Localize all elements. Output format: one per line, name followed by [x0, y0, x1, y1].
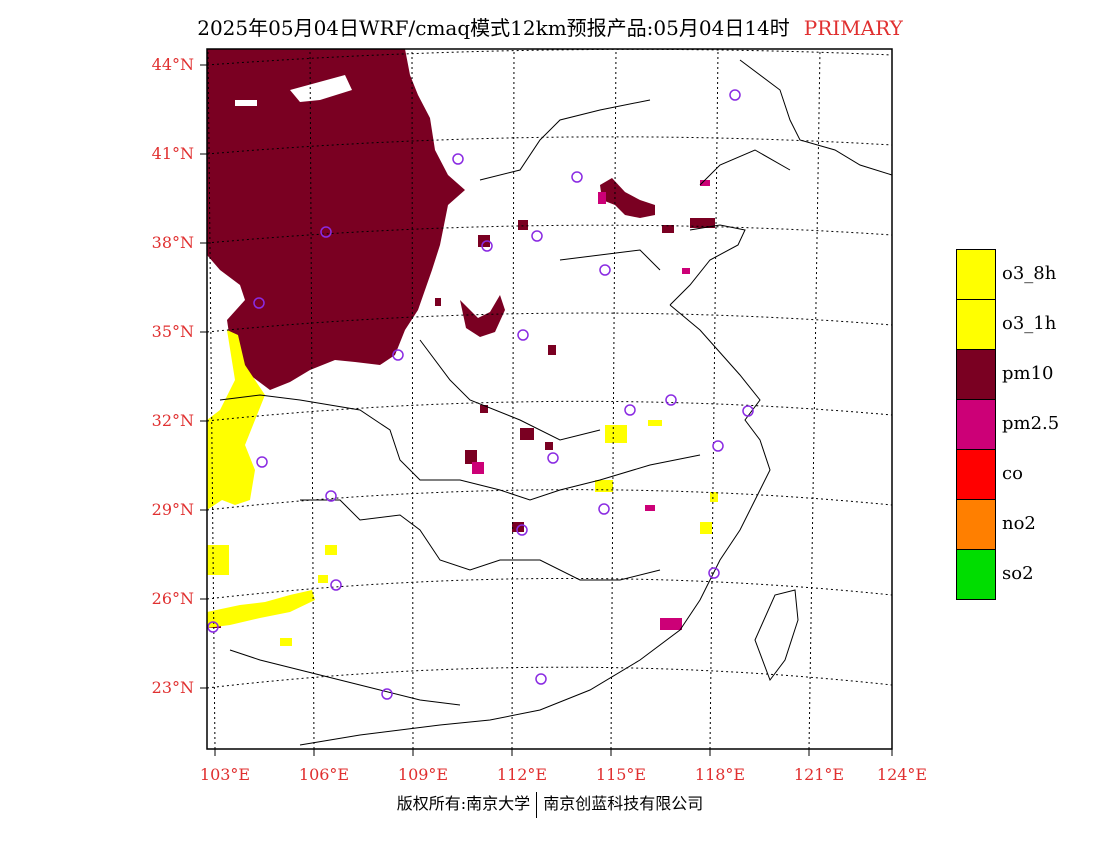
- lon-label-109: 109°E: [397, 765, 449, 784]
- pm10-gap: [290, 75, 352, 102]
- lat-label-44: 44°N: [151, 55, 194, 74]
- lon-label-103: 103°E: [199, 765, 251, 784]
- legend-swatch-co: [956, 449, 996, 500]
- legend-swatch-pm10: [956, 349, 996, 400]
- lat-label-38: 38°N: [151, 233, 194, 252]
- o3-region-south: [207, 590, 315, 628]
- legend-swatch-so2: [956, 549, 996, 600]
- lon-label-115: 115°E: [595, 765, 647, 784]
- lat-label-29: 29°N: [151, 500, 194, 519]
- lon-label-121: 121°E: [793, 765, 845, 784]
- lat-label-23: 23°N: [151, 678, 194, 697]
- copyright-right: 南京创蓝科技有限公司: [543, 794, 704, 813]
- title-tag: PRIMARY: [803, 16, 903, 40]
- lon-label-118: 118°E: [694, 765, 746, 784]
- lon-label-124: 124°E: [876, 765, 928, 784]
- legend-swatch-o3-8h: [956, 249, 996, 300]
- o3-region-west: [207, 330, 265, 510]
- lat-label-26: 26°N: [151, 589, 194, 608]
- pm10-patch-shanxi: [460, 295, 505, 337]
- legend-label-pm10: pm10: [1002, 363, 1054, 384]
- pm10-patch-beijing: [600, 178, 655, 218]
- legend-label-o3-8h: o3_8h: [1002, 263, 1057, 284]
- copyright-left: 版权所有:南京大学: [396, 794, 531, 813]
- legend-swatch-no2: [956, 499, 996, 550]
- footer-divider: [536, 791, 538, 818]
- lon-label-106: 106°E: [298, 765, 350, 784]
- copyright-footer: 版权所有:南京大学 南京创蓝科技有限公司: [0, 790, 1100, 818]
- lat-label-35: 35°N: [151, 322, 194, 341]
- legend-swatch-pm25: [956, 399, 996, 450]
- legend-label-so2: so2: [1002, 563, 1034, 584]
- legend-label-co: co: [1002, 463, 1023, 484]
- map-title: 2025年05月04日WRF/cmaq模式12km预报产品:05月04日14时 P…: [0, 12, 1100, 41]
- legend-label-pm25: pm2.5: [1002, 413, 1060, 434]
- pm10-region-northwest: [207, 49, 465, 390]
- lon-label-112: 112°E: [496, 765, 548, 784]
- lat-label-41: 41°N: [151, 144, 194, 163]
- title-main: 2025年05月04日WRF/cmaq模式12km预报产品:05月04日14时: [197, 16, 790, 40]
- legend-swatch-o3-1h: [956, 299, 996, 350]
- legend-label-no2: no2: [1002, 513, 1036, 534]
- legend-label-o3-1h: o3_1h: [1002, 313, 1057, 334]
- lat-label-32: 32°N: [151, 411, 194, 430]
